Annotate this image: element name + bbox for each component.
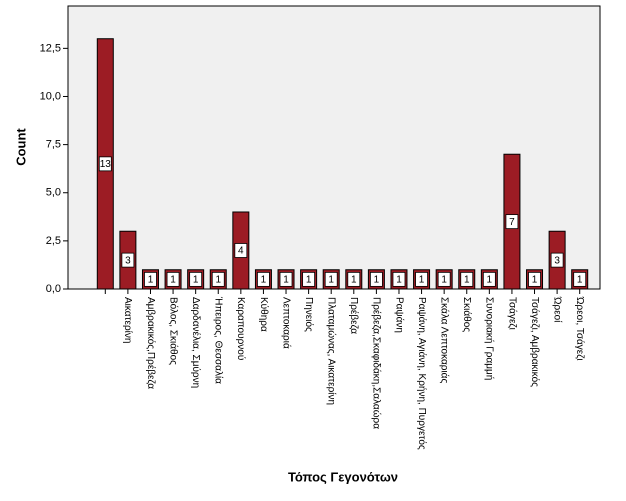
y-axis-title: Count	[13, 128, 28, 166]
x-tick-label: Κύθηρα	[258, 297, 270, 332]
x-tick-label: Πλαταμώνας, Αικατερίνη	[326, 297, 338, 405]
value-label-box	[505, 214, 519, 230]
value-label: 7	[509, 217, 515, 228]
x-tick-label: Ώρεοι, Τσάγεζι	[574, 296, 586, 361]
value-label-box	[324, 271, 338, 287]
x-tick-label: Ραψάνη	[393, 297, 405, 333]
x-tick-label: Αικατερίνη	[122, 297, 134, 343]
value-label: 13	[100, 159, 112, 170]
value-label: 1	[464, 275, 470, 286]
value-label: 1	[532, 275, 538, 286]
x-tick-label: Αμβρακικός,Πρέβεζα	[145, 297, 157, 389]
value-label: 3	[554, 255, 560, 266]
x-tick-label: Σκιάθος	[461, 297, 473, 332]
value-label-box	[528, 271, 541, 287]
y-tick-label: 10,0	[40, 90, 61, 102]
value-label: 1	[215, 275, 221, 286]
x-tick-label: Καραπουρνού	[235, 297, 247, 360]
value-label-box	[415, 271, 428, 287]
value-label: 1	[193, 275, 199, 286]
value-label-box	[550, 252, 564, 268]
x-tick-label: Τσάγεζι, Αμβρακικός	[529, 297, 541, 387]
value-label: 4	[238, 246, 244, 257]
value-label-box	[302, 271, 316, 287]
y-tick-label: 7,5	[46, 139, 61, 151]
x-tick-label: Πρέβεζα	[348, 297, 360, 334]
value-label: 3	[125, 255, 131, 266]
x-tick-label: Δαρδανέλια, Σμύρνη	[190, 297, 202, 388]
value-label: 1	[148, 275, 154, 286]
value-label-box	[279, 271, 293, 287]
value-label: 1	[283, 275, 289, 286]
value-label: 1	[306, 275, 312, 286]
value-label-box	[347, 271, 361, 287]
x-tick-label: Σκάλα Λεπτοκαριάς	[439, 297, 451, 383]
value-label-box	[369, 271, 383, 287]
value-label-box	[166, 271, 180, 287]
x-tick-label: Ραψάνη, Αγιάνη, Κρήνη, Πυργετός	[416, 297, 428, 450]
value-label-box	[257, 271, 270, 287]
value-label: 1	[261, 275, 267, 286]
x-tick-label: Τσάγεζι	[506, 297, 518, 330]
value-label: 1	[487, 275, 493, 286]
value-label-box	[573, 271, 587, 287]
y-tick-label: 5,0	[46, 187, 61, 199]
y-tick-label: 12,5	[40, 42, 61, 54]
value-label-box	[234, 243, 248, 258]
value-label: 1	[419, 275, 425, 286]
value-label: 1	[328, 275, 334, 286]
x-tick-label: Ώρεοί	[551, 296, 563, 323]
value-label: 1	[374, 275, 380, 286]
value-label-box	[392, 271, 406, 287]
x-tick-label: Βόλος, Σκιάθος	[167, 297, 179, 365]
x-tick-label: Ήπειρος, Θεσσαλία	[213, 296, 225, 384]
value-label-box	[482, 271, 496, 287]
value-label-box	[211, 271, 225, 287]
value-label-box	[98, 156, 112, 172]
x-tick-label: Πηνειός	[303, 297, 315, 332]
y-tick-label: 2,5	[46, 235, 61, 247]
value-label-box	[437, 271, 451, 287]
value-label-box	[189, 271, 203, 287]
x-tick-label: Λεπτοκαριά	[280, 297, 292, 349]
x-tick-label: Συνοριακή Γραμμή	[484, 297, 496, 380]
value-label-box	[121, 252, 135, 268]
value-label-box	[460, 271, 474, 287]
value-label-box	[144, 271, 157, 287]
y-tick-label: 0,0	[46, 283, 61, 295]
value-label: 1	[396, 275, 402, 286]
value-label: 1	[351, 275, 357, 286]
x-tick-label: Πρέβεζα,Σκαφιδάκη,Σαλαώρα	[371, 297, 383, 429]
value-label: 1	[441, 275, 447, 286]
x-axis-title: Τόπος Γεγονότων	[288, 469, 398, 484]
value-label: 1	[577, 275, 583, 286]
value-label: 1	[170, 275, 176, 286]
